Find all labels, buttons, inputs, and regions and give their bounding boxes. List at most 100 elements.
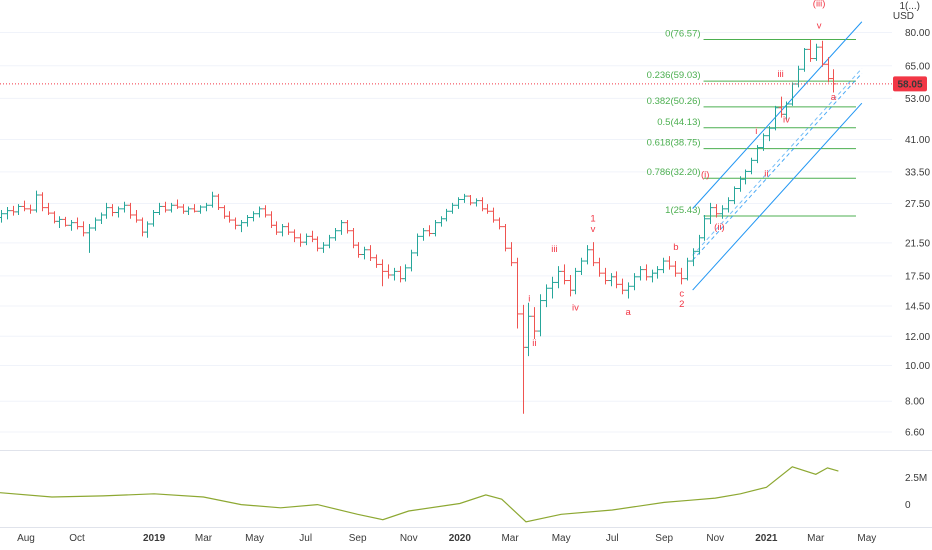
- channel-median-line: [692, 72, 863, 261]
- fib-level-label: 0.382(50.26): [647, 96, 701, 107]
- ohlc-bar: [637, 266, 644, 281]
- price-tick-label: 10.00: [905, 361, 930, 372]
- ohlc-bar: [666, 256, 673, 270]
- wave-label: v: [817, 21, 822, 32]
- time-axis[interactable]: Aug Oct 2019 Mar May Jul Sep Nov 2020 Mar May Jul Se…: [17, 533, 876, 544]
- ohlc-bar: [625, 282, 632, 299]
- ohlc-bar: [361, 246, 368, 260]
- time-tick-label: Sep: [349, 533, 367, 544]
- channel-lower-line: [692, 102, 863, 291]
- fib-level-label: 0.786(32.20): [647, 167, 701, 178]
- ohlc-bar: [789, 82, 796, 106]
- ohlc-bar: [443, 208, 450, 222]
- ohlc-bar: [414, 233, 421, 257]
- ohlc-bar: [561, 264, 568, 285]
- wave-label: (iii): [813, 0, 826, 10]
- ohlc-bar: [701, 214, 708, 241]
- ohlc-bar: [86, 223, 93, 253]
- ohlc-bar: [631, 273, 638, 291]
- time-tick-label: Aug: [17, 533, 35, 544]
- price-axis[interactable]: 80.00 65.00 53.00 41.00 33.50 27.50 21.50 17.50…: [905, 28, 930, 439]
- wave-label: (i): [701, 170, 709, 181]
- ohlc-bar: [115, 206, 122, 218]
- ohlc-bar: [10, 205, 17, 216]
- ohlc-bar: [783, 101, 790, 120]
- currency-label: USD: [893, 11, 914, 22]
- ohlc-bar: [191, 204, 198, 213]
- time-tick-label: Nov: [400, 533, 418, 544]
- price-tick-label: 33.50: [905, 167, 930, 178]
- ohlc-bar: [654, 266, 661, 279]
- ohlc-bar: [713, 204, 720, 218]
- ohlc-bar: [355, 242, 362, 258]
- time-tick-label: 2021: [755, 533, 778, 544]
- ohlc-bar: [56, 216, 63, 228]
- ohlc-bar: [92, 217, 99, 231]
- ohlc-bar: [719, 205, 726, 219]
- wave-label: iii: [777, 69, 783, 80]
- ohlc-bar: [109, 204, 116, 217]
- ohlc-bar: [490, 207, 497, 223]
- ohlc-bar: [379, 259, 386, 287]
- price-tick-label: 53.00: [905, 94, 930, 105]
- ohlc-bar: [584, 245, 591, 265]
- ohlc-bar: [21, 200, 28, 212]
- indicator-tick-label: 0: [905, 500, 911, 511]
- ohlc-bar: [326, 234, 333, 249]
- ohlc-bar: [250, 211, 257, 222]
- ohlc-bar: [338, 220, 345, 235]
- fib-level-label: 0.618(38.75): [647, 138, 701, 149]
- wave-label: 2: [679, 299, 684, 310]
- last-price-tag: [893, 76, 927, 92]
- ohlc-bar: [408, 249, 415, 272]
- symbol-partial-label: 1(...): [899, 1, 920, 12]
- ohlc-bar: [332, 227, 339, 241]
- time-tick-label: Mar: [807, 533, 825, 544]
- ohlc-bar: [174, 199, 181, 209]
- ohlc-bar: [707, 202, 714, 224]
- ohlc-bar: [133, 210, 140, 223]
- ohlc-bar: [525, 302, 532, 357]
- ohlc-bar: [397, 266, 404, 283]
- ohlc-bar: [461, 193, 468, 203]
- ohlc-bar: [813, 43, 820, 61]
- ohlc-bar: [572, 267, 579, 295]
- ohlc-bar: [367, 245, 374, 262]
- axis-header: 1(...) USD: [893, 1, 920, 22]
- ohlc-bar: [203, 202, 210, 212]
- wave-label: c: [679, 288, 684, 299]
- ohlc-bar: [449, 202, 456, 214]
- fib-level-label: 0.236(59.03): [647, 70, 701, 81]
- channel-inner-line: [692, 68, 863, 256]
- ohlc-bar: [150, 210, 157, 227]
- ohlc-bar: [344, 220, 351, 234]
- channel-upper-line: [692, 21, 863, 209]
- ohlc-bar: [432, 220, 439, 237]
- last-price-line: 58.05: [0, 76, 927, 92]
- ohlc-bar: [690, 248, 697, 267]
- time-tick-label: Oct: [69, 533, 85, 544]
- ohlc-bar: [766, 126, 773, 142]
- ohlc-bar: [672, 261, 679, 277]
- ohlc-bar: [467, 194, 474, 206]
- ohlc-bar: [619, 278, 626, 295]
- price-tick-label: 17.50: [905, 271, 930, 282]
- ohlc-bar: [549, 276, 556, 299]
- time-tick-label: 2019: [143, 533, 166, 544]
- ohlc-bar: [420, 227, 427, 241]
- ohlc-bar: [578, 257, 585, 275]
- ohlc-bar: [514, 257, 521, 329]
- time-tick-label: Mar: [501, 533, 519, 544]
- fib-level-label: 1(25.43): [665, 205, 700, 216]
- wave-label: (ii): [714, 222, 725, 233]
- wave-label: 1: [590, 213, 595, 224]
- wave-label: iv: [783, 115, 790, 126]
- ohlc-bar: [27, 204, 34, 214]
- wave-label: i: [528, 294, 530, 305]
- ohlc-bar: [754, 145, 761, 164]
- indicator-tick-label: 2.5M: [905, 473, 927, 484]
- ohlc-bar: [801, 48, 808, 72]
- ohlc-bar: [80, 221, 87, 237]
